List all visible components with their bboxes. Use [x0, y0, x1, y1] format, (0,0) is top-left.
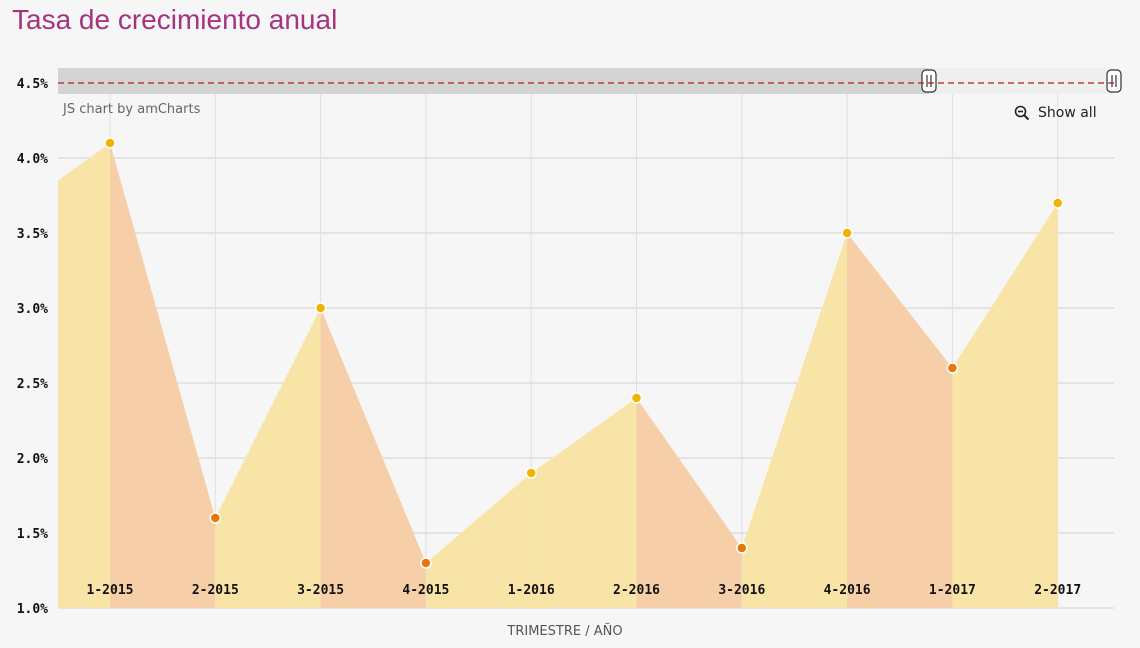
x-tick-label: 4-2016 — [824, 583, 871, 598]
data-point[interactable] — [209, 512, 222, 524]
x-axis-ticks: 1-2015 2-2015 3-2015 4-2015 1-2016 2-2016 3-20… — [87, 583, 1082, 598]
x-tick-label: 1-2016 — [508, 583, 555, 598]
y-tick-label: 4.5% — [17, 77, 48, 92]
y-tick-label: 1.5% — [17, 527, 48, 542]
data-point[interactable] — [104, 137, 116, 149]
y-tick-label: 3.0% — [17, 302, 48, 317]
y-tick-label: 2.5% — [17, 377, 48, 392]
x-tick-label: 4-2015 — [402, 583, 449, 598]
x-tick-label: 3-2016 — [718, 583, 765, 598]
show-all-button[interactable]: Show all — [1014, 105, 1097, 121]
point-layer — [104, 137, 1064, 569]
x-tick-label: 2-2017 — [1034, 583, 1081, 598]
area-segment — [741, 233, 848, 608]
area-segment — [847, 233, 953, 608]
area-segment — [320, 308, 426, 608]
area-segment — [110, 143, 216, 608]
area-segment — [425, 473, 532, 608]
x-tick-label: 1-2017 — [929, 583, 976, 598]
scrollbar-left-grip-icon[interactable] — [921, 69, 937, 93]
x-tick-label: 2-2015 — [192, 583, 239, 598]
amcharts-credit-link[interactable]: JS chart by amCharts — [63, 102, 201, 117]
y-tick-label: 3.5% — [17, 227, 48, 242]
data-point[interactable] — [841, 227, 853, 239]
y-axis-ticks: 1.0% 1.5% 2.0% 2.5% 3.0% 3.5% 4.0% 4.5% — [17, 77, 48, 617]
area-segment — [952, 203, 1058, 608]
data-point[interactable] — [1051, 197, 1064, 209]
data-point[interactable] — [525, 467, 537, 479]
area-segment — [531, 398, 637, 608]
data-point[interactable] — [946, 362, 959, 374]
y-tick-label: 2.0% — [17, 452, 48, 467]
data-point[interactable] — [736, 542, 748, 554]
data-point[interactable] — [630, 392, 643, 404]
data-point[interactable] — [420, 557, 432, 569]
y-tick-label: 1.0% — [17, 602, 48, 617]
area-segment — [636, 398, 742, 608]
area-segment — [215, 308, 321, 608]
x-tick-label: 3-2015 — [297, 583, 344, 598]
scrollbar-selection[interactable] — [58, 68, 929, 94]
y-tick-label: 4.0% — [17, 152, 48, 167]
zoom-out-icon — [1014, 105, 1030, 121]
show-all-label: Show all — [1038, 105, 1097, 121]
chart-title: Tasa de crecimiento anual — [12, 4, 338, 35]
data-point[interactable] — [314, 302, 327, 314]
area-layer — [58, 143, 1058, 608]
area-segment — [58, 143, 110, 608]
x-tick-label: 2-2016 — [613, 583, 660, 598]
scrollbar-right-grip-icon[interactable] — [1106, 69, 1122, 93]
scrollbar[interactable] — [58, 68, 1122, 94]
x-tick-label: 1-2015 — [87, 583, 134, 598]
x-axis-title: TRIMESTRE / AÑO — [507, 624, 623, 639]
